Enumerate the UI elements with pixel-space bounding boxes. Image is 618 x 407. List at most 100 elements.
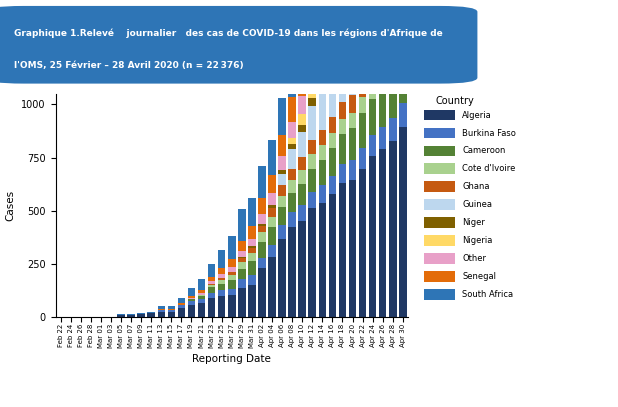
Bar bbox=[329, 117, 336, 133]
Bar bbox=[278, 185, 286, 195]
Bar bbox=[308, 208, 316, 317]
Bar bbox=[208, 281, 216, 284]
Bar bbox=[379, 92, 386, 127]
Text: Graphique 1.Relevé    journalier   des cas de COVID-19 dans les régions d'Afriqu: Graphique 1.Relevé journalier des cas de… bbox=[14, 28, 442, 38]
Bar bbox=[399, 0, 407, 24]
Bar bbox=[218, 269, 226, 274]
Bar bbox=[339, 38, 346, 49]
Bar bbox=[359, 76, 366, 97]
Bar bbox=[188, 305, 195, 317]
FancyBboxPatch shape bbox=[424, 199, 455, 210]
Bar bbox=[248, 239, 256, 246]
Bar bbox=[278, 98, 286, 135]
FancyBboxPatch shape bbox=[0, 6, 478, 83]
Bar bbox=[369, 156, 376, 317]
Bar bbox=[389, 118, 397, 141]
Bar bbox=[167, 312, 175, 317]
Bar bbox=[228, 267, 235, 272]
FancyBboxPatch shape bbox=[424, 235, 455, 246]
Bar bbox=[188, 302, 195, 305]
Bar bbox=[289, 227, 296, 317]
Bar bbox=[258, 224, 266, 226]
Bar bbox=[369, 99, 376, 135]
Bar bbox=[359, 0, 366, 2]
Bar bbox=[228, 280, 235, 289]
Bar bbox=[268, 140, 276, 175]
Bar bbox=[329, 59, 336, 68]
Bar bbox=[298, 68, 306, 96]
Bar bbox=[349, 128, 357, 160]
Bar bbox=[349, 95, 357, 113]
X-axis label: Reporting Date: Reporting Date bbox=[192, 354, 271, 363]
Bar bbox=[248, 275, 256, 284]
Bar bbox=[369, 0, 376, 60]
Bar bbox=[258, 232, 266, 242]
Bar bbox=[289, 58, 296, 97]
Text: Other: Other bbox=[462, 254, 486, 263]
Bar bbox=[318, 79, 326, 88]
Bar bbox=[349, 180, 357, 317]
Bar bbox=[289, 149, 296, 168]
FancyBboxPatch shape bbox=[424, 289, 455, 300]
Bar bbox=[218, 278, 226, 280]
Bar bbox=[379, 0, 386, 51]
Bar bbox=[278, 174, 286, 185]
Bar bbox=[298, 114, 306, 125]
Bar bbox=[308, 30, 316, 61]
Text: Country: Country bbox=[436, 96, 475, 106]
Bar bbox=[218, 250, 226, 269]
Bar bbox=[248, 248, 256, 253]
FancyBboxPatch shape bbox=[424, 146, 455, 156]
Bar bbox=[177, 298, 185, 303]
Y-axis label: Cases: Cases bbox=[6, 190, 16, 221]
Bar bbox=[248, 284, 256, 317]
Bar bbox=[349, 37, 357, 95]
Bar bbox=[238, 269, 245, 279]
Bar bbox=[268, 245, 276, 257]
Text: Cote d'Ivoire: Cote d'Ivoire bbox=[462, 164, 516, 173]
Bar bbox=[399, 24, 407, 50]
Bar bbox=[278, 170, 286, 174]
FancyBboxPatch shape bbox=[424, 128, 455, 138]
Bar bbox=[329, 7, 336, 32]
Bar bbox=[318, 57, 326, 79]
Bar bbox=[218, 290, 226, 296]
Bar bbox=[238, 279, 245, 288]
Bar bbox=[298, 170, 306, 184]
Bar bbox=[359, 2, 366, 14]
Bar bbox=[228, 275, 235, 280]
Bar bbox=[198, 299, 205, 303]
Bar bbox=[198, 303, 205, 317]
Bar bbox=[208, 287, 216, 293]
Bar bbox=[359, 114, 366, 148]
Bar bbox=[238, 257, 245, 258]
Bar bbox=[137, 313, 145, 314]
Bar bbox=[298, 25, 306, 68]
Bar bbox=[268, 175, 276, 193]
Bar bbox=[177, 303, 185, 305]
Bar bbox=[339, 7, 346, 38]
Bar bbox=[278, 207, 286, 225]
Bar bbox=[298, 125, 306, 132]
Bar bbox=[289, 180, 296, 193]
Bar bbox=[268, 257, 276, 317]
FancyBboxPatch shape bbox=[424, 110, 455, 120]
Bar bbox=[208, 298, 216, 317]
Bar bbox=[298, 221, 306, 317]
FancyBboxPatch shape bbox=[424, 182, 455, 192]
Bar bbox=[308, 98, 316, 106]
Bar bbox=[379, 51, 386, 74]
Bar bbox=[329, 0, 336, 7]
Bar bbox=[339, 49, 346, 102]
Bar bbox=[339, 164, 346, 184]
Bar bbox=[349, 160, 357, 180]
Bar bbox=[177, 305, 185, 308]
Bar bbox=[228, 289, 235, 295]
Bar bbox=[188, 288, 195, 296]
Bar bbox=[198, 289, 205, 293]
Bar bbox=[289, 193, 296, 212]
Bar bbox=[268, 193, 276, 205]
Bar bbox=[329, 176, 336, 194]
Text: Niger: Niger bbox=[462, 218, 485, 227]
Text: Burkina Faso: Burkina Faso bbox=[462, 129, 516, 138]
